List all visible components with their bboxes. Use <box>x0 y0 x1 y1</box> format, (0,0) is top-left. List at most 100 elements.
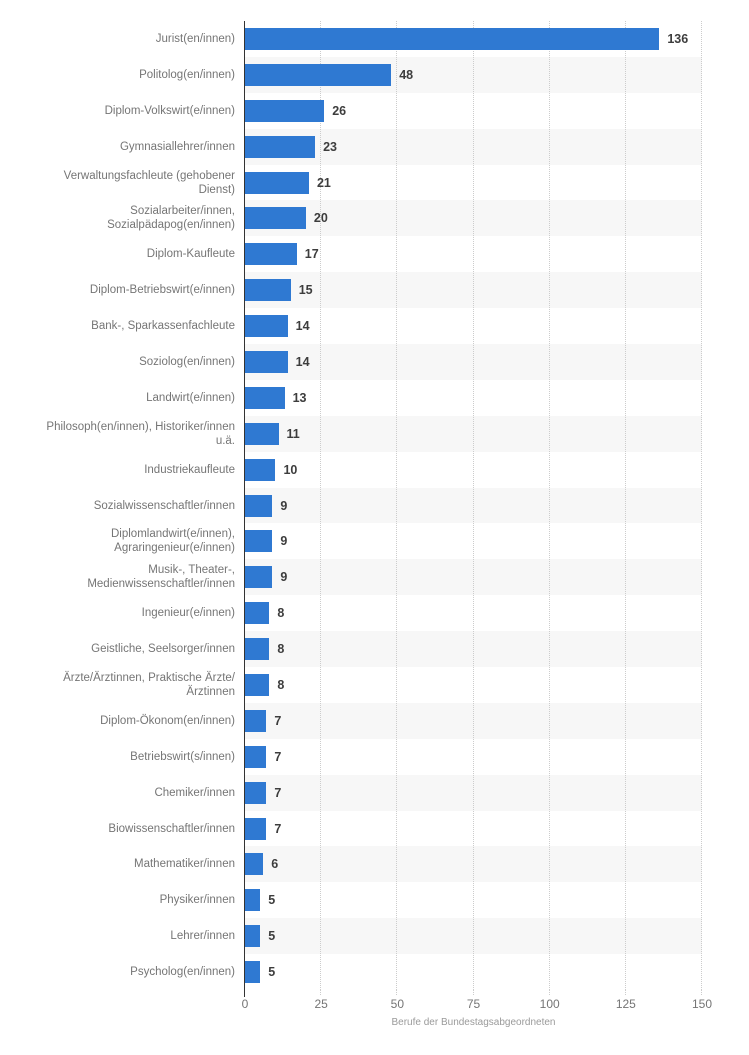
value-label: 9 <box>280 498 288 513</box>
bar <box>245 279 291 302</box>
category-label: Biowissenschaftler/innen <box>108 822 235 835</box>
bar <box>245 673 270 696</box>
value-label: 7 <box>274 713 282 728</box>
row-plot-area: 20 <box>245 200 702 237</box>
category-label: Soziolog(en/innen) <box>139 355 235 368</box>
category-label: Sozialwissenschaftler/innen <box>93 499 235 512</box>
value-label: 7 <box>274 821 282 836</box>
chart-row: Musik-, Theater-, Medienwissenschaftler/… <box>0 559 749 596</box>
row-plot-area: 14 <box>245 344 702 380</box>
row-plot-area: 7 <box>245 702 702 739</box>
category-label: Gymnasiallehrer/innen <box>119 140 235 153</box>
chart-row: Industriekaufleute 10 <box>0 452 749 488</box>
category-label: Landwirt(e/innen) <box>146 391 235 404</box>
chart-row: Diplom-Volkswirt(e/innen) 26 <box>0 93 749 129</box>
chart-row: Jurist(en/innen) 136 <box>0 21 749 57</box>
row-plot-area: 8 <box>245 595 702 631</box>
category-label: Geistliche, Seelsorger/innen <box>91 643 235 656</box>
x-tick-label: 0 <box>241 997 249 1011</box>
value-label: 48 <box>399 67 414 82</box>
row-plot-area: 9 <box>245 523 702 559</box>
bar <box>245 243 297 266</box>
x-tick-label: 150 <box>691 997 713 1011</box>
value-label: 14 <box>295 319 310 334</box>
category-label: Jurist(en/innen) <box>155 32 235 45</box>
bar <box>245 171 309 194</box>
bar <box>245 853 264 876</box>
chart-row: Verwaltungsfachleute (gehobener Dienst) 2… <box>0 165 749 201</box>
category-label: Politolog(en/innen) <box>139 68 235 81</box>
chart-row: Gymnasiallehrer/innen 23 <box>0 128 749 165</box>
y-axis-line <box>243 21 245 997</box>
chart-row: Diplomlandwirt(e/innen), Agraringenieur(… <box>0 523 749 559</box>
value-label: 8 <box>277 642 285 657</box>
category-label: Diplom-Betriebswirt(e/innen) <box>89 284 235 297</box>
category-label: Sozialarbeiter/innen, Sozialpädapog(en/i… <box>107 205 235 232</box>
chart-row: Sozialwissenschaftler/innen 9 <box>0 487 749 524</box>
category-label: Chemiker/innen <box>154 786 235 799</box>
bar <box>245 889 261 912</box>
category-label: Diplom-Volkswirt(e/innen) <box>104 104 235 117</box>
chart-row: Bank-, Sparkassenfachleute 14 <box>0 308 749 344</box>
bar <box>245 961 261 984</box>
category-label: Diplom-Ökonom(en/innen) <box>100 714 235 727</box>
bar <box>245 566 273 589</box>
bar <box>245 458 276 481</box>
x-axis-title: Berufe der Bundestagsabgeordneten <box>391 1017 556 1028</box>
chart-row: Geistliche, Seelsorger/innen 8 <box>0 631 749 668</box>
bar <box>245 63 392 86</box>
row-plot-area: 23 <box>245 128 702 165</box>
bar <box>245 386 285 409</box>
bar <box>245 709 267 732</box>
value-label: 7 <box>274 749 282 764</box>
chart-row: Diplom-Betriebswirt(e/innen) 15 <box>0 272 749 309</box>
chart-row: Sozialarbeiter/innen, Sozialpädapog(en/i… <box>0 200 749 237</box>
bar <box>245 925 261 948</box>
row-plot-area: 26 <box>245 93 702 129</box>
category-label: Ärzte/Ärztinnen, Praktische Ärzte/Ärztin… <box>63 671 235 698</box>
category-label: Physiker/innen <box>159 894 235 907</box>
bar <box>245 315 288 338</box>
x-tick-label: 100 <box>539 997 560 1011</box>
plot-area: Jurist(en/innen) 136 Politolog(en/innen) 48… <box>0 21 749 997</box>
bar <box>245 207 306 230</box>
row-plot-area: 11 <box>245 415 702 452</box>
value-label: 8 <box>277 677 285 692</box>
bar <box>245 422 279 445</box>
bar <box>245 135 316 158</box>
value-label: 5 <box>268 965 276 980</box>
row-plot-area: 10 <box>245 452 702 488</box>
category-label: Psycholog(en/innen) <box>130 966 235 979</box>
x-tick-label: 25 <box>314 997 328 1011</box>
chart-row: Ärzte/Ärztinnen, Praktische Ärzte/Ärztin… <box>0 667 749 703</box>
category-label: Bank-, Sparkassenfachleute <box>91 320 235 333</box>
row-plot-area: 5 <box>245 918 702 955</box>
category-label: Industriekaufleute <box>144 463 235 476</box>
value-label: 8 <box>277 606 285 621</box>
category-label: Diplom-Kaufleute <box>146 248 235 261</box>
value-label: 136 <box>667 31 689 46</box>
value-label: 21 <box>316 175 331 190</box>
value-label: 14 <box>295 354 310 369</box>
value-label: 9 <box>280 534 288 549</box>
bar <box>245 99 325 122</box>
chart-row: Philosoph(en/innen), Historiker/innen u.… <box>0 415 749 452</box>
x-tick-mark <box>320 990 322 995</box>
category-label: Betriebswirt(s/innen) <box>130 750 235 763</box>
bar <box>245 350 288 373</box>
x-tick-mark <box>472 990 474 995</box>
chart-row: Lehrer/innen 5 <box>0 918 749 955</box>
bar <box>245 27 660 50</box>
value-label: 13 <box>292 390 307 405</box>
value-label: 11 <box>286 426 300 441</box>
category-label: Mathematiker/innen <box>134 858 235 871</box>
chart-row: Chemiker/innen 7 <box>0 774 749 811</box>
bar <box>245 781 267 804</box>
chart-rows: Jurist(en/innen) 136 Politolog(en/innen) 48… <box>0 21 749 990</box>
chart-row: Biowissenschaftler/innen 7 <box>0 811 749 847</box>
bar <box>245 817 267 840</box>
value-label: 15 <box>298 283 313 298</box>
bar <box>245 638 270 661</box>
row-plot-area: 8 <box>245 631 702 668</box>
x-tick-mark <box>548 990 550 995</box>
